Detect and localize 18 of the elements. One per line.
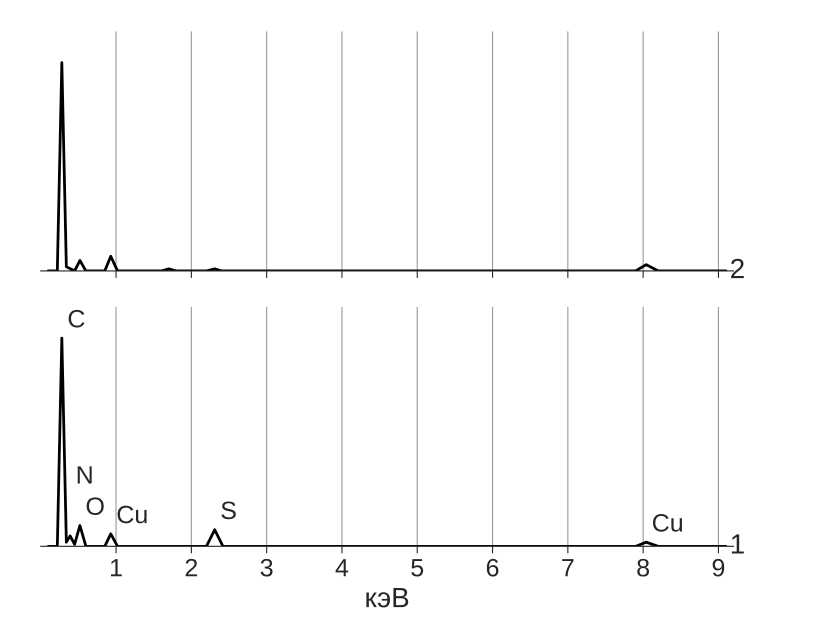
series-label: 2 — [731, 258, 744, 278]
annotation: C — [68, 310, 84, 328]
x-tick-label: 4 — [336, 559, 348, 576]
x-tick-label: 5 — [411, 559, 424, 577]
annotation: N — [78, 466, 92, 484]
annotation: S — [221, 502, 236, 520]
x-tick-label: 2 — [186, 558, 198, 576]
x-tick-label: 6 — [486, 558, 498, 577]
annotation: Cu — [652, 514, 682, 532]
x-axis-title: кэВ — [366, 588, 408, 608]
x-tick-label: 9 — [712, 558, 724, 577]
annotation: Cu — [118, 506, 147, 524]
x-tick-label: 1 — [111, 559, 122, 576]
x-tick-label: 8 — [637, 558, 650, 577]
x-tick-label: 7 — [562, 559, 574, 576]
x-tick-label: 3 — [260, 558, 272, 577]
annotation: O — [86, 497, 104, 516]
series-label: 1 — [732, 534, 744, 554]
